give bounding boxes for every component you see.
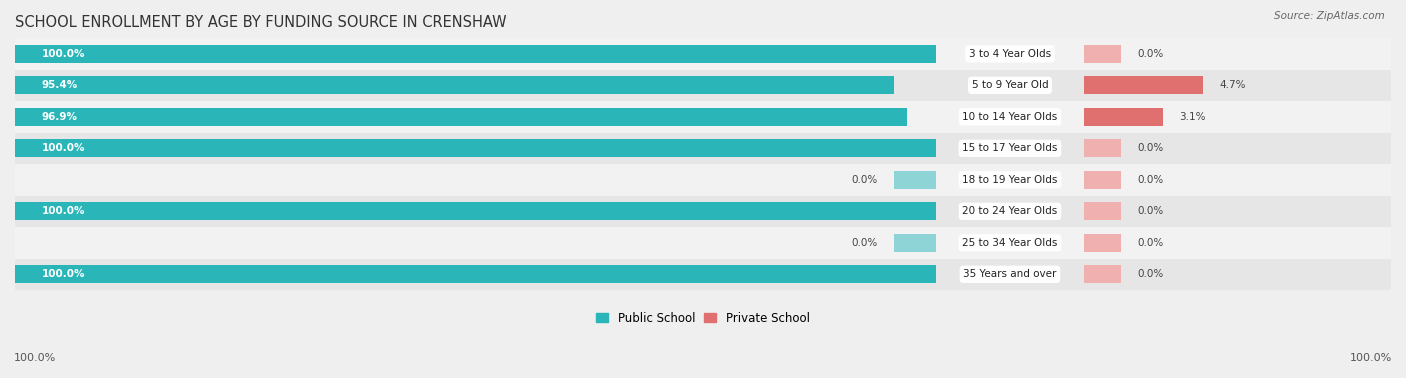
Text: 96.9%: 96.9% — [41, 112, 77, 122]
Bar — [15, 164, 1391, 195]
Bar — [15, 139, 936, 158]
Text: 100.0%: 100.0% — [1350, 353, 1392, 363]
Bar — [1084, 234, 1121, 252]
Text: 0.0%: 0.0% — [852, 175, 877, 185]
Text: 100.0%: 100.0% — [41, 269, 84, 279]
Text: 18 to 19 Year Olds: 18 to 19 Year Olds — [962, 175, 1057, 185]
Bar — [15, 76, 893, 94]
Bar — [1084, 76, 1204, 94]
Bar — [894, 234, 936, 252]
Bar — [1084, 171, 1121, 189]
Bar — [15, 133, 1391, 164]
Text: 100.0%: 100.0% — [41, 206, 84, 216]
Text: 95.4%: 95.4% — [41, 81, 77, 90]
Text: 0.0%: 0.0% — [1137, 175, 1163, 185]
Bar — [15, 38, 1391, 70]
Text: 25 to 34 Year Olds: 25 to 34 Year Olds — [962, 238, 1057, 248]
Bar — [1084, 108, 1163, 126]
Bar — [15, 227, 1391, 259]
Text: 20 to 24 Year Olds: 20 to 24 Year Olds — [962, 206, 1057, 216]
Text: 3 to 4 Year Olds: 3 to 4 Year Olds — [969, 49, 1052, 59]
Text: 5 to 9 Year Old: 5 to 9 Year Old — [972, 81, 1049, 90]
Bar — [15, 70, 1391, 101]
Bar — [15, 202, 936, 220]
Bar — [894, 171, 936, 189]
Text: 10 to 14 Year Olds: 10 to 14 Year Olds — [962, 112, 1057, 122]
Text: 0.0%: 0.0% — [1137, 49, 1163, 59]
Bar — [1084, 45, 1121, 63]
Bar — [15, 45, 936, 63]
Text: 100.0%: 100.0% — [14, 353, 56, 363]
Legend: Public School, Private School: Public School, Private School — [592, 307, 814, 330]
Bar — [1084, 265, 1121, 284]
Text: 0.0%: 0.0% — [1137, 143, 1163, 153]
Bar — [1084, 202, 1121, 220]
Bar — [1084, 139, 1121, 158]
Text: 0.0%: 0.0% — [852, 238, 877, 248]
Text: 4.7%: 4.7% — [1219, 81, 1246, 90]
Text: 15 to 17 Year Olds: 15 to 17 Year Olds — [962, 143, 1057, 153]
Text: 35 Years and over: 35 Years and over — [963, 269, 1057, 279]
Bar — [15, 101, 1391, 133]
Bar — [15, 195, 1391, 227]
Text: SCHOOL ENROLLMENT BY AGE BY FUNDING SOURCE IN CRENSHAW: SCHOOL ENROLLMENT BY AGE BY FUNDING SOUR… — [15, 15, 506, 30]
Text: 3.1%: 3.1% — [1178, 112, 1205, 122]
Bar — [15, 259, 1391, 290]
Text: 0.0%: 0.0% — [1137, 206, 1163, 216]
Text: 100.0%: 100.0% — [41, 143, 84, 153]
Bar — [15, 265, 936, 284]
Bar — [15, 108, 907, 126]
Text: 0.0%: 0.0% — [1137, 269, 1163, 279]
Text: 100.0%: 100.0% — [41, 49, 84, 59]
Text: Source: ZipAtlas.com: Source: ZipAtlas.com — [1274, 11, 1385, 21]
Text: 0.0%: 0.0% — [1137, 238, 1163, 248]
